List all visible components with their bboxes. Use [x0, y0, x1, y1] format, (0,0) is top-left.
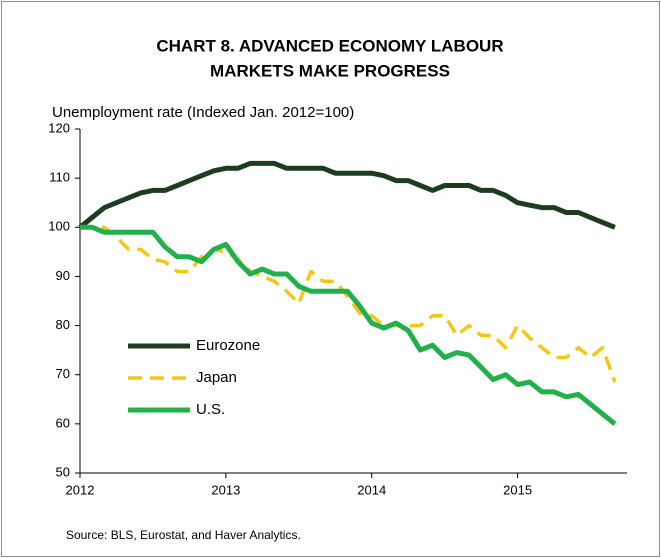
chart-title: MARKETS MAKE PROGRESS — [210, 61, 450, 80]
x-tick-label: 2014 — [357, 482, 386, 497]
y-tick-label: 70 — [56, 366, 70, 381]
source-note: Source: BLS, Eurostat, and Haver Analyti… — [66, 528, 301, 542]
legend-label: Japan — [196, 369, 237, 386]
series-line — [80, 224, 617, 426]
series-line — [80, 225, 617, 383]
legend-label: U.S. — [196, 401, 225, 418]
y-axis-label: Unemployment rate (Indexed Jan. 2012=100… — [52, 104, 354, 121]
x-tick-label: 2015 — [503, 482, 532, 497]
x-tick-label: 2012 — [66, 482, 95, 497]
series-line — [78, 160, 616, 230]
x-tick-label: 2013 — [211, 482, 240, 497]
y-tick-label: 60 — [56, 415, 70, 430]
y-tick-label: 80 — [56, 317, 70, 332]
chart-title: CHART 8. ADVANCED ECONOMY LABOUR — [156, 36, 503, 55]
y-tick-label: 50 — [56, 464, 70, 479]
y-tick-label: 90 — [56, 268, 70, 283]
legend-label: Eurozone — [196, 337, 260, 354]
y-tick-label: 120 — [48, 120, 70, 135]
y-tick-label: 110 — [49, 170, 70, 185]
y-tick-label: 100 — [48, 219, 70, 234]
